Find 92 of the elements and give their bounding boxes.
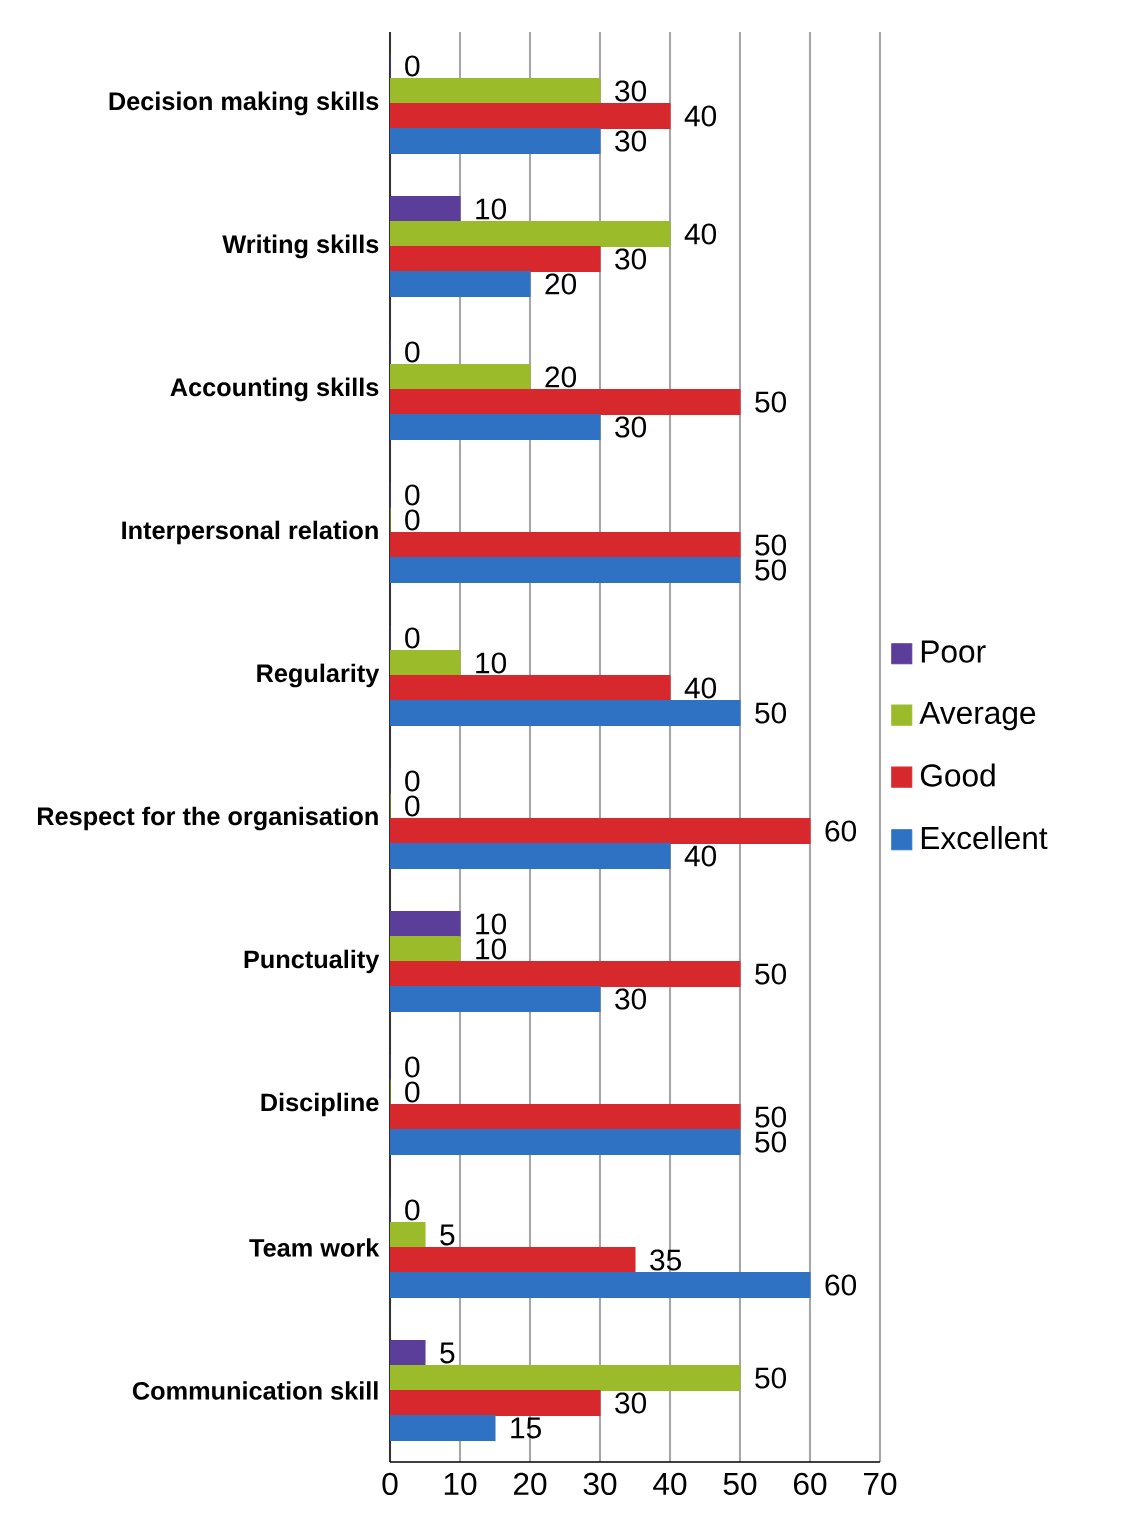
x-tick-label: 0 [382, 1472, 398, 1496]
bar [390, 1414, 496, 1442]
data-label: 50 [755, 1106, 787, 1128]
bar [390, 1389, 601, 1417]
bar [390, 1246, 636, 1274]
y-tick-label: Discipline [261, 1092, 379, 1117]
x-tick-label: 70 [863, 1472, 897, 1496]
data-label: 5 [440, 1342, 455, 1364]
legend-label: Good [920, 763, 995, 787]
data-label: 50 [755, 559, 787, 581]
y-tick-label: Writing skills [222, 234, 379, 259]
data-label: 0 [405, 509, 420, 531]
bar [390, 935, 461, 963]
data-label: 60 [825, 1274, 857, 1296]
data-label: 10 [476, 198, 507, 220]
data-label: 30 [615, 416, 647, 438]
data-label: 60 [825, 820, 857, 842]
bar [390, 1339, 426, 1367]
bar [390, 363, 531, 391]
data-label: 0 [405, 1199, 420, 1221]
bar [390, 1103, 741, 1131]
data-label: 10 [476, 652, 507, 674]
y-tick-label: Interpersonal relation [122, 520, 378, 545]
bar [390, 817, 811, 845]
bar [390, 102, 671, 130]
bar [390, 960, 741, 988]
data-label: 50 [755, 963, 787, 985]
data-label: 50 [755, 391, 787, 413]
data-label: 30 [615, 988, 647, 1010]
bar [390, 531, 741, 559]
data-label: 0 [405, 1081, 420, 1103]
data-label: 10 [476, 913, 507, 935]
data-label: 0 [405, 484, 420, 506]
y-tick-label: Accounting skills [170, 377, 379, 402]
data-label: 0 [405, 770, 420, 792]
bar [390, 388, 741, 416]
x-tick-label: 10 [444, 1472, 477, 1496]
data-label: 20 [545, 273, 577, 295]
bar [390, 195, 461, 223]
data-label: 0 [405, 341, 420, 363]
y-tick-label: Team work [249, 1238, 380, 1257]
bar [390, 674, 671, 702]
data-label: 0 [405, 795, 420, 817]
bar [390, 910, 461, 938]
data-label: 50 [755, 1367, 787, 1389]
data-label: 40 [684, 105, 717, 127]
data-label: 15 [511, 1417, 541, 1439]
data-label: 30 [615, 248, 647, 270]
data-label: 50 [755, 1131, 787, 1153]
x-tick-label: 50 [723, 1472, 757, 1496]
data-label: 40 [684, 845, 717, 867]
data-label: 0 [405, 627, 420, 649]
bar [390, 985, 601, 1013]
y-tick-label: Respect for the organisation [37, 806, 378, 831]
data-label: 40 [684, 223, 717, 245]
data-label: 35 [650, 1249, 681, 1271]
bar [390, 245, 601, 273]
y-tick-label: Regularity [257, 663, 380, 688]
x-tick-label: 20 [514, 1472, 547, 1496]
y-tick-label: Decision making skills [109, 91, 379, 116]
data-label: 40 [684, 677, 717, 699]
bar [390, 556, 741, 584]
legend-label: Poor [921, 640, 986, 663]
bar [390, 1364, 741, 1392]
data-label: 0 [405, 55, 420, 77]
data-label: 50 [755, 534, 787, 556]
bar [390, 127, 601, 155]
legend-label: Excellent [921, 825, 1048, 850]
data-label: 20 [545, 366, 577, 388]
bar [390, 77, 601, 105]
y-tick-label: Punctuality [244, 949, 380, 974]
data-label: 30 [615, 1392, 647, 1414]
bar [390, 842, 671, 870]
x-tick-label: 40 [653, 1472, 687, 1496]
y-tick-label: Communication skill [132, 1381, 378, 1400]
bar [390, 1271, 811, 1299]
bar [390, 1128, 741, 1156]
legend-label: Average [919, 702, 1036, 731]
data-label: 30 [615, 80, 647, 102]
data-label: 10 [476, 938, 507, 960]
bar [390, 649, 461, 677]
bar [390, 699, 741, 727]
data-label: 0 [405, 1056, 420, 1078]
x-tick-label: 30 [583, 1472, 617, 1496]
x-tick-label: 60 [793, 1472, 827, 1496]
bar [390, 413, 601, 441]
bar [390, 270, 531, 298]
bar [390, 220, 671, 248]
bar [390, 1221, 426, 1249]
data-label: 5 [440, 1224, 455, 1246]
data-label: 30 [615, 130, 647, 152]
data-label: 50 [755, 702, 787, 724]
